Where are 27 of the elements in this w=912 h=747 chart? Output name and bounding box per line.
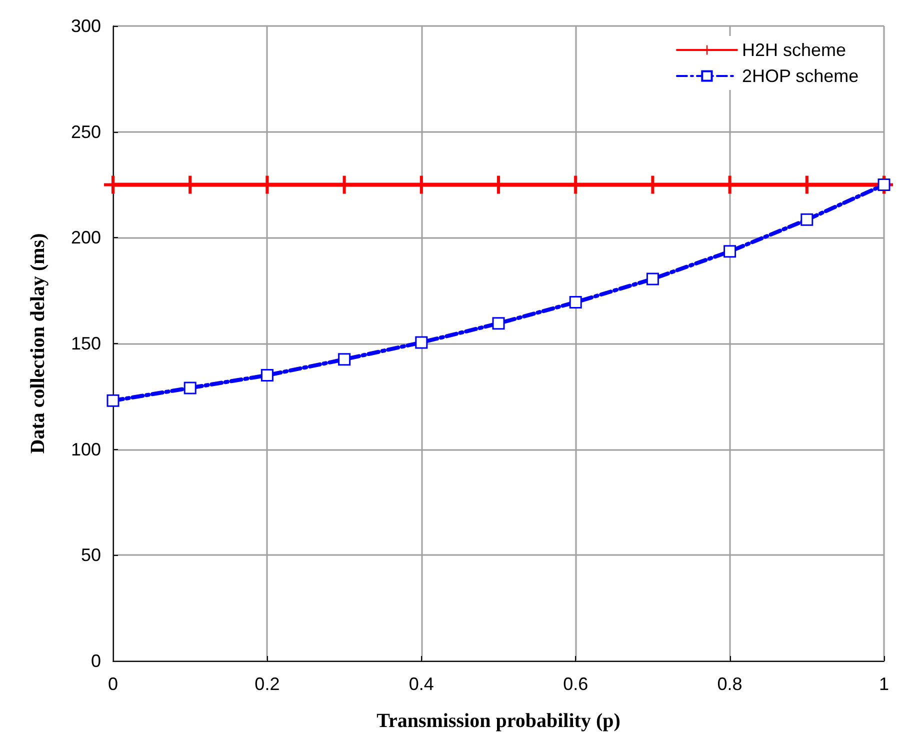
y-tick-label: 100 xyxy=(70,439,101,460)
y-tick-label: 300 xyxy=(70,16,101,36)
x-axis-title: Transmission probability (p) xyxy=(376,710,620,732)
y-tick-label: 150 xyxy=(70,334,101,354)
y-tick-label: 200 xyxy=(70,228,101,248)
x-tick-label: 1 xyxy=(878,674,890,694)
x-tick-label: 0.4 xyxy=(408,674,434,694)
point xyxy=(106,394,120,407)
legend-label: 2HOP scheme xyxy=(742,66,859,86)
x-tick-label: 0.6 xyxy=(563,674,588,694)
y-tick-label: 50 xyxy=(80,545,101,566)
point xyxy=(569,296,582,308)
point xyxy=(800,213,814,226)
point xyxy=(260,369,274,382)
x-tick-label: 0 xyxy=(108,674,118,694)
point xyxy=(646,272,659,286)
y-tick-label: 250 xyxy=(70,122,101,142)
point xyxy=(415,336,428,349)
point xyxy=(338,353,351,366)
x-tick-label: 0.8 xyxy=(717,674,742,694)
x-tick-label: 0.2 xyxy=(254,674,280,694)
legend-label: H2H scheme xyxy=(742,40,846,60)
point xyxy=(492,317,505,330)
point xyxy=(184,382,196,394)
point xyxy=(724,245,736,258)
y-axis-title: Data collection delay (ms) xyxy=(27,233,49,454)
y-tick-label: 0 xyxy=(90,651,101,671)
